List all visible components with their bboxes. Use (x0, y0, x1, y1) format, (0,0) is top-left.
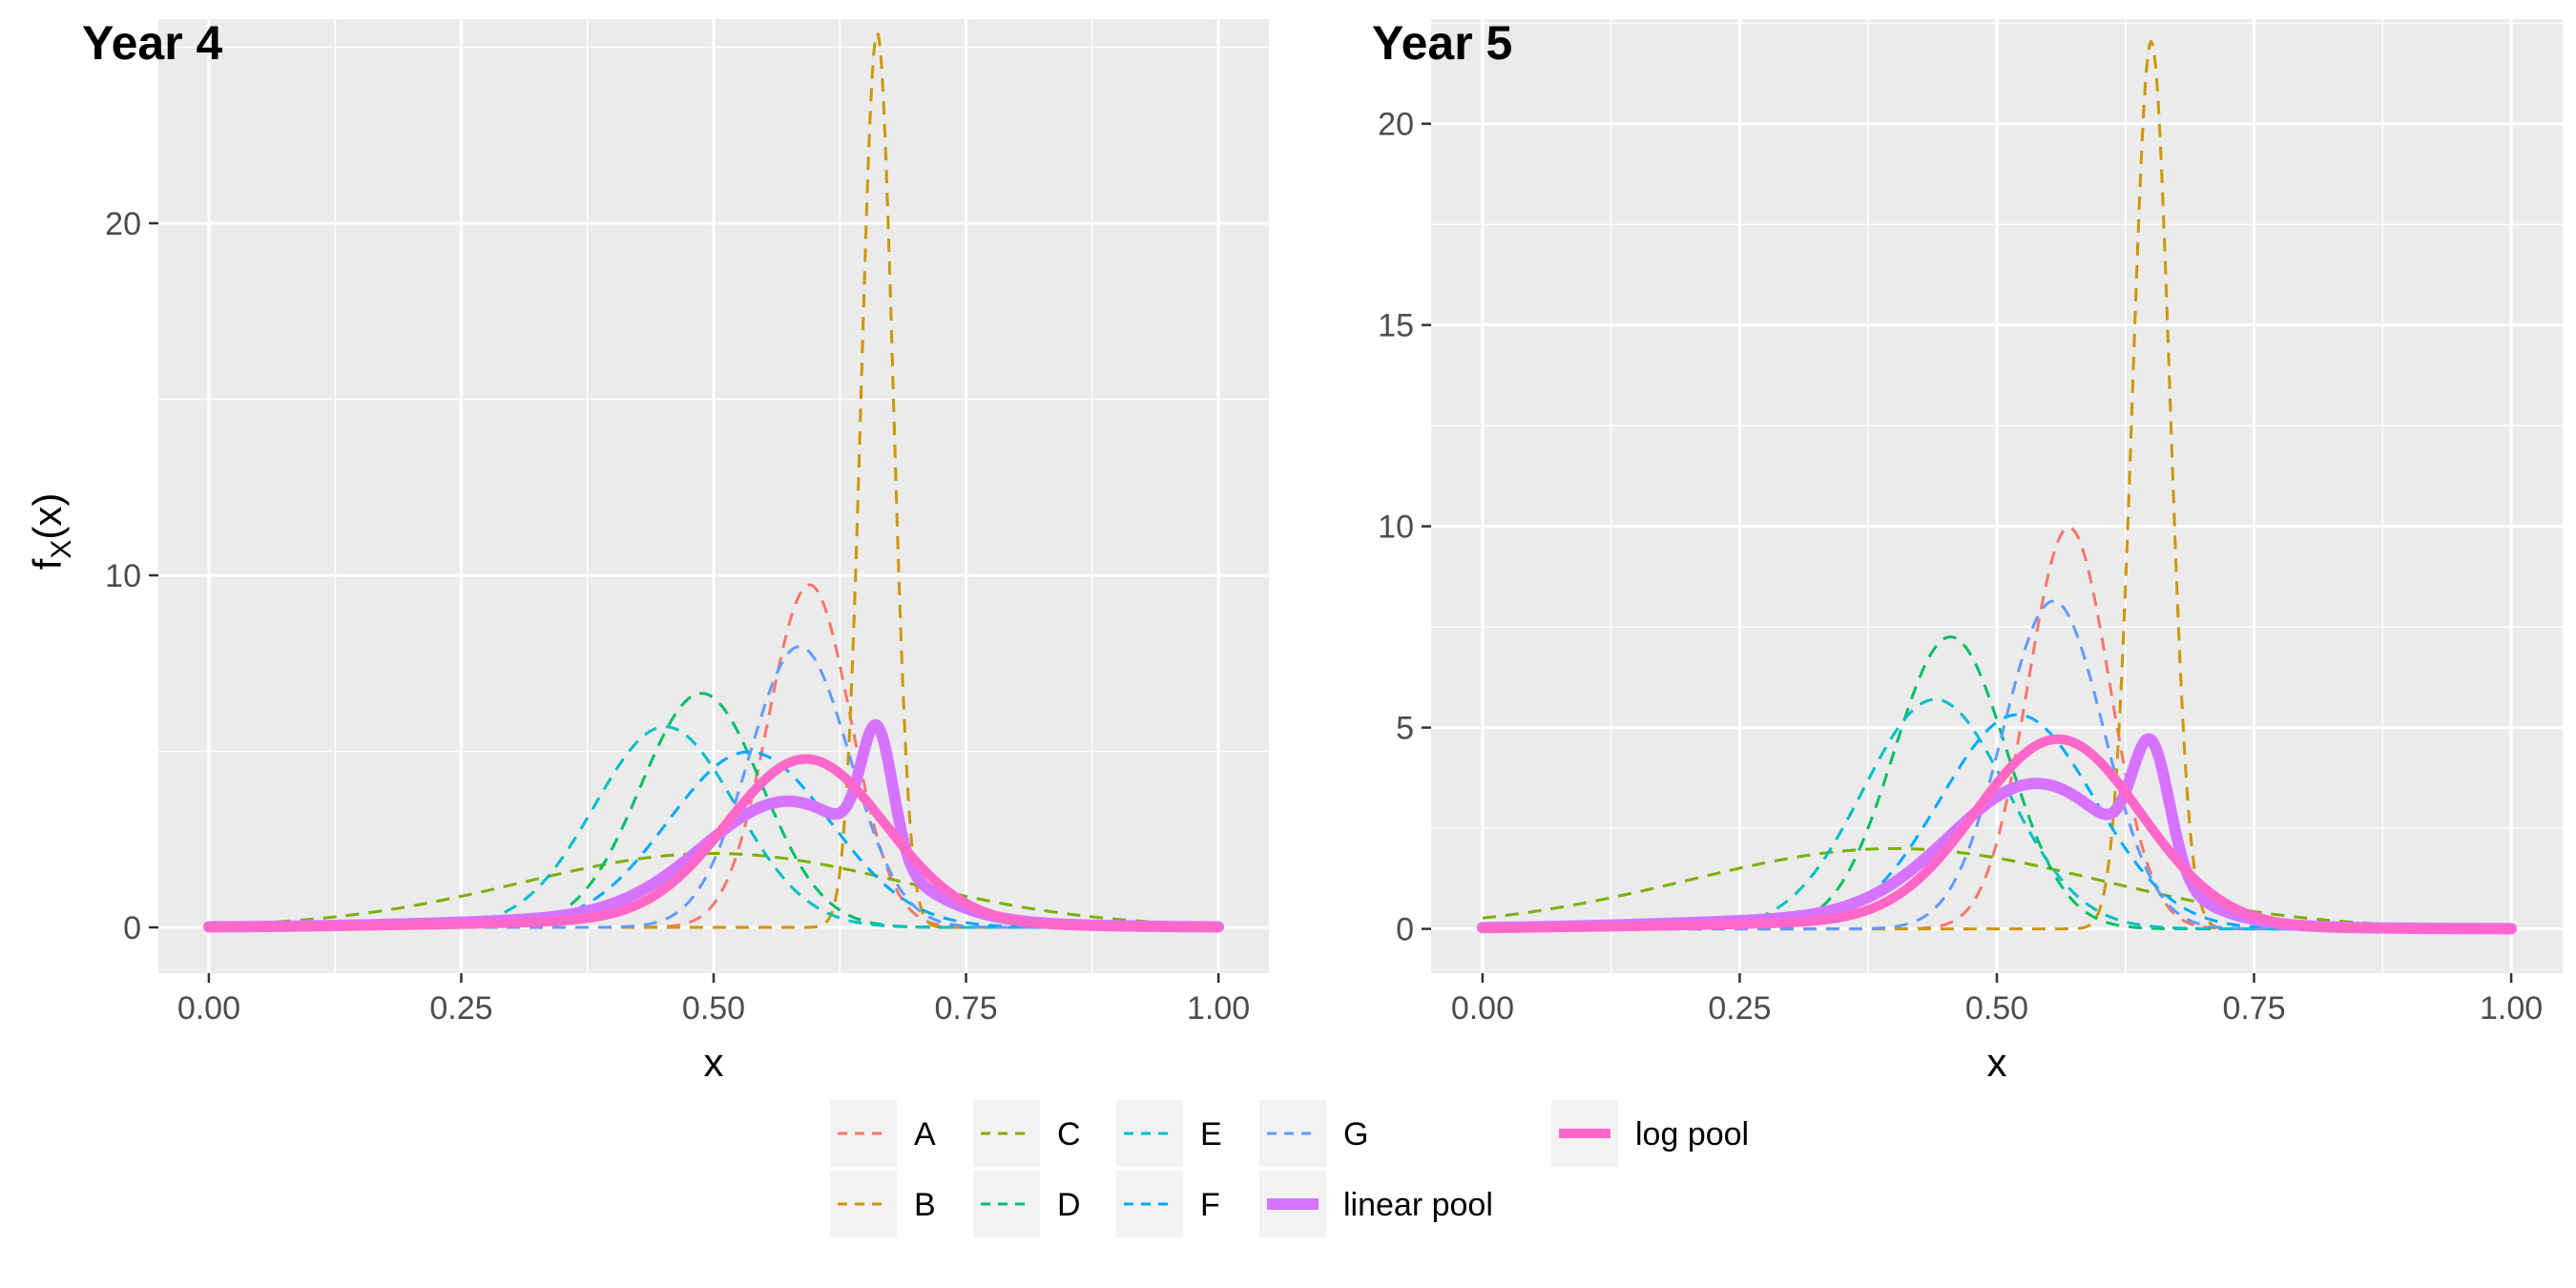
y-tick-labels: 0 5 10 15 20 (1378, 107, 1431, 948)
legend-item-log-pool: log pool (1551, 1100, 1749, 1167)
series-lines (1476, 40, 2518, 935)
legend-item-c: C (973, 1100, 1081, 1167)
x-tick-label: 0.75 (934, 990, 997, 1027)
y-axis-title-subscript: X (46, 540, 77, 559)
panel-year-5: 0.00 0.25 0.50 0.75 1.00 0 5 10 15 20 Year 5 x (1372, 16, 2563, 1085)
x-tick-label: 0.75 (2222, 990, 2285, 1027)
y-tick-label: 20 (1378, 107, 1414, 143)
series-lines (202, 31, 1225, 933)
legend-label: E (1200, 1116, 1222, 1153)
series-line-log-pool (1477, 734, 2517, 934)
y-tick-label: 10 (105, 558, 141, 594)
y-axis-title: fX(x) (25, 493, 77, 571)
x-tick-label: 1.00 (2480, 990, 2543, 1027)
panel-title: Year 5 (1372, 16, 1512, 70)
legend-item-e: E (1116, 1100, 1222, 1167)
panel-year-4: 0.00 0.25 0.50 0.75 1.00 0 10 20 Year 4 x fX(x… (25, 16, 1269, 1085)
legend-label: G (1343, 1116, 1368, 1153)
y-tick-labels: 0 10 20 (105, 206, 158, 946)
legend-item-d: D (973, 1171, 1081, 1237)
x-tick-labels: 0.00 0.25 0.50 0.75 1.00 (177, 973, 1250, 1027)
series-line-log-pool (203, 754, 1224, 932)
y-tick-label: 0 (1396, 912, 1414, 948)
legend-label: A (914, 1116, 936, 1153)
legend-item-g: G (1259, 1100, 1368, 1167)
x-tick-label: 1.00 (1187, 990, 1250, 1027)
y-axis-title-tail: (x) (25, 493, 70, 540)
x-tick-label: 0.25 (429, 990, 492, 1027)
panel-title: Year 4 (82, 16, 223, 70)
legend-item-linear-pool: linear pool (1259, 1171, 1493, 1237)
legend-item-b: B (830, 1171, 936, 1237)
series-line-c (208, 852, 1219, 927)
legend-label: linear pool (1343, 1187, 1493, 1223)
y-tick-label: 5 (1396, 711, 1414, 747)
x-axis-title: x (1987, 1040, 2007, 1085)
x-tick-label: 0.25 (1708, 990, 1771, 1027)
x-tick-label: 0.00 (1451, 990, 1514, 1027)
x-tick-labels: 0.00 0.25 0.50 0.75 1.00 (1451, 973, 2543, 1027)
y-axis-title-main: f (25, 558, 70, 570)
y-tick-label: 10 (1378, 509, 1414, 546)
y-tick-label: 20 (105, 206, 141, 242)
x-tick-label: 0.50 (682, 990, 745, 1027)
x-tick-label: 0.00 (177, 990, 240, 1027)
y-tick-label: 0 (123, 910, 141, 946)
legend-label: log pool (1635, 1116, 1749, 1153)
legend-label: D (1057, 1187, 1081, 1223)
x-tick-label: 0.50 (1965, 990, 2028, 1027)
legend-label: F (1200, 1187, 1220, 1223)
legend-item-a: A (830, 1100, 936, 1167)
legend-label: C (1057, 1116, 1081, 1153)
series-line-c (1482, 846, 2512, 930)
x-axis-title: x (704, 1040, 724, 1085)
y-tick-label: 15 (1378, 308, 1414, 344)
legend-label: B (914, 1187, 936, 1223)
gridlines (158, 19, 1269, 973)
legend-item-f: F (1116, 1171, 1220, 1237)
